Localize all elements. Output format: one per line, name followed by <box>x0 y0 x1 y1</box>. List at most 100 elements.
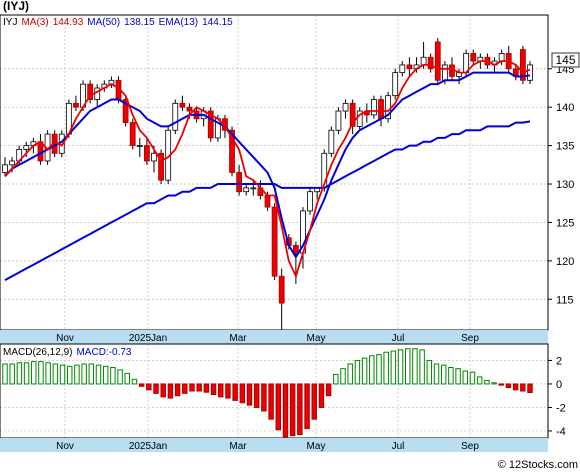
x-tick-label: 2025Jan <box>129 441 167 452</box>
macd-legend: MACD(26,12,9) MACD:-0.73 <box>3 347 132 358</box>
macd-bar-positive <box>376 354 382 385</box>
candle <box>307 187 313 215</box>
legend-entry: 144.15 <box>202 17 233 28</box>
macd-bar-positive <box>38 361 44 385</box>
x-tick-label: Jul <box>392 441 405 452</box>
macd-bar-negative <box>268 383 274 420</box>
macd-y-tick-label: 2 <box>556 355 562 367</box>
macd-bar-positive <box>45 362 51 385</box>
macd-bar-negative <box>153 383 159 394</box>
macd-bar-positive <box>31 361 37 385</box>
candle <box>335 107 342 135</box>
candle-body-up <box>250 187 257 190</box>
macd-x-axis-band <box>0 438 548 452</box>
candle <box>356 107 363 131</box>
legend-entry: EMA(13) <box>159 17 198 28</box>
macd-bar-positive <box>117 369 123 385</box>
candle-body-down <box>278 275 285 304</box>
candle <box>73 95 79 112</box>
candle-body-up <box>441 64 448 81</box>
candle-body-down <box>264 195 271 208</box>
macd-bar-positive <box>412 348 418 385</box>
macd-bar-positive <box>74 364 80 385</box>
candle-body-up <box>136 145 143 148</box>
price-y-tick-label: 125 <box>556 217 574 229</box>
macd-bar-positive <box>16 362 23 385</box>
candle <box>328 126 335 158</box>
macd-bar-negative <box>282 383 289 438</box>
macd-bar-negative <box>318 383 325 408</box>
candle <box>87 80 94 104</box>
candle-body-up <box>151 152 157 162</box>
macd-bar-positive <box>419 349 425 385</box>
candle <box>172 99 179 135</box>
macd-bar-positive <box>448 367 454 385</box>
macd-bar-positive <box>81 363 87 385</box>
macd-bar-negative <box>225 383 231 399</box>
candle-body-up <box>335 110 342 131</box>
legend-entry: 138.15 <box>124 17 155 28</box>
candle <box>470 49 477 65</box>
x-tick-label: Sep <box>461 333 479 344</box>
macd-bar-positive <box>369 355 375 385</box>
macd-bar-negative <box>210 383 217 396</box>
price-x-axis-band <box>0 330 548 344</box>
candle <box>2 157 8 177</box>
macd-bar-negative <box>527 383 533 394</box>
candle <box>392 68 399 100</box>
macd-bar-negative <box>311 383 317 420</box>
legend-entry: MA(50) <box>87 17 120 28</box>
candle-body-down <box>144 145 150 162</box>
macd-bar-positive <box>383 351 389 385</box>
candle-body-up <box>392 72 399 97</box>
candle <box>527 61 533 85</box>
legend-entry: 144.93 <box>53 17 84 28</box>
macd-bar-positive <box>354 359 361 385</box>
candle <box>278 268 285 330</box>
macd-bar-negative <box>160 383 166 398</box>
macd-bar-negative <box>174 383 181 397</box>
macd-bar-negative <box>498 383 504 386</box>
candle <box>371 95 377 119</box>
macd-bar-positive <box>333 374 339 385</box>
candle-body-down <box>378 99 384 120</box>
candle-body-down <box>229 129 235 173</box>
macd-bar-negative <box>261 383 267 412</box>
macd-bar-positive <box>491 382 497 385</box>
candle-body-down <box>292 245 299 254</box>
candle <box>136 137 143 158</box>
macd-bar-negative <box>239 383 246 404</box>
candle-body-down <box>129 122 136 147</box>
candle-body-down <box>427 56 434 70</box>
macd-bar-positive <box>59 364 66 385</box>
candle-body-down <box>158 152 164 181</box>
macd-bar-negative <box>275 383 282 431</box>
macd-bar-negative <box>505 383 512 388</box>
macd-bar-positive <box>405 348 411 385</box>
macd-bar-negative <box>246 383 253 406</box>
candle-body-down <box>186 106 193 112</box>
candle-body-down <box>122 99 129 123</box>
candle-body-up <box>342 102 349 112</box>
macd-bar-negative <box>289 383 296 437</box>
macd-bar-negative <box>182 383 188 394</box>
price-y-tick-label: 130 <box>556 179 574 191</box>
candle <box>179 95 186 112</box>
candle <box>349 99 356 135</box>
macd-bar-negative <box>196 383 202 392</box>
x-tick-label: May <box>307 441 326 452</box>
price-y-tick-label: 135 <box>556 141 574 153</box>
candle-body-up <box>420 56 427 66</box>
macd-bar-positive <box>390 350 397 385</box>
price-y-tick-label: 115 <box>556 294 574 306</box>
macd-bar-positive <box>23 362 30 385</box>
macd-bar-negative <box>167 383 174 399</box>
candle <box>342 99 349 119</box>
price-plot-background <box>0 15 548 330</box>
macd-bar-positive <box>426 359 433 385</box>
macd-bar-positive <box>455 368 461 385</box>
legend-entry: MACD:-0.73 <box>76 347 131 358</box>
macd-bar-positive <box>469 371 476 385</box>
macd-plot-background <box>0 344 548 438</box>
